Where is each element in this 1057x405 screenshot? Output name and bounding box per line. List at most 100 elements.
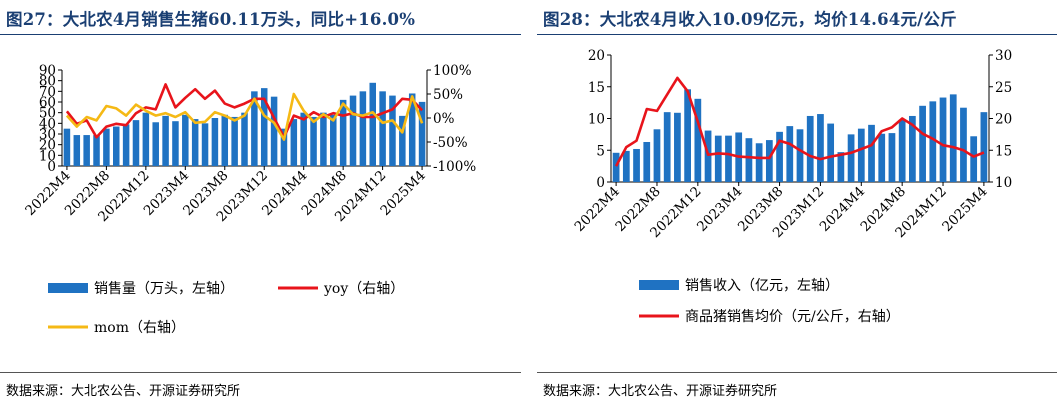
bar bbox=[359, 91, 367, 166]
figure-28-title: 图28：大北农4月收入10.09亿元，均价14.64元/公斤 bbox=[543, 10, 957, 29]
bar bbox=[300, 112, 307, 166]
right-tick-label: -50% bbox=[433, 135, 468, 151]
bar bbox=[909, 115, 916, 182]
bar bbox=[310, 116, 317, 166]
left-tick-label: 20 bbox=[588, 48, 605, 64]
bar bbox=[280, 128, 288, 166]
left-tick-label: 0 bbox=[596, 175, 605, 191]
bar bbox=[152, 122, 159, 166]
bar bbox=[369, 82, 376, 166]
bar bbox=[684, 89, 691, 182]
bar bbox=[389, 95, 396, 166]
bar bbox=[847, 134, 855, 182]
legend-swatch-bar bbox=[48, 283, 88, 293]
x-tick-label: 2025M4 bbox=[939, 184, 990, 235]
right-tick-label: 100% bbox=[433, 63, 472, 79]
figure-27-chart: 0102030405060708090-100%-50%0%50%100%202… bbox=[22, 63, 476, 336]
bar bbox=[898, 119, 906, 182]
series-line bbox=[65, 83, 424, 139]
right-tick-label: 10 bbox=[995, 175, 1012, 191]
left-tick-label: 0 bbox=[47, 159, 56, 175]
left-tick-label: 10 bbox=[39, 148, 56, 164]
bar bbox=[919, 105, 926, 182]
bar bbox=[211, 118, 219, 166]
bar bbox=[182, 114, 189, 166]
bar bbox=[878, 133, 886, 182]
bar bbox=[868, 124, 875, 182]
bar bbox=[980, 112, 988, 182]
bar bbox=[776, 131, 783, 182]
legend-label: mom（右轴） bbox=[94, 320, 185, 336]
figure-27-source: 数据来源：大北农公告、开源证券研究所 bbox=[6, 384, 241, 399]
legend-label: 销售量（万头，左轴） bbox=[94, 281, 234, 297]
legend-swatch-bar bbox=[639, 280, 679, 290]
bar bbox=[704, 130, 712, 182]
right-tick-label: 0% bbox=[433, 111, 455, 127]
bar bbox=[714, 135, 722, 182]
bar bbox=[83, 135, 90, 166]
bar bbox=[399, 115, 406, 166]
bar bbox=[663, 112, 671, 182]
bar bbox=[827, 123, 835, 182]
bar bbox=[745, 138, 753, 182]
left-tick-label: 20 bbox=[39, 138, 56, 154]
figure-27-title: 图27：大北农4月销售生猪60.11万头，同比+16.0% bbox=[6, 10, 416, 29]
left-tick-label: 10 bbox=[588, 112, 605, 128]
bar bbox=[379, 91, 386, 166]
bar bbox=[765, 140, 773, 182]
figure-28-panel: 图28：大北农4月收入10.09亿元，均价14.64元/公斤 0 5 10 15 20 1… bbox=[537, 0, 1057, 405]
bar bbox=[260, 88, 268, 166]
bar bbox=[796, 129, 804, 182]
left-tick-label: 50 bbox=[39, 106, 56, 122]
source-rule bbox=[537, 372, 1057, 373]
bar bbox=[949, 94, 957, 182]
bar bbox=[612, 152, 620, 182]
legend-label: 销售收入（亿元，左轴） bbox=[685, 278, 839, 294]
right-tick-label: 30 bbox=[995, 48, 1012, 64]
bar bbox=[694, 98, 702, 182]
bar bbox=[418, 101, 426, 166]
left-tick-label: 60 bbox=[39, 95, 56, 111]
right-tick-label: -100% bbox=[433, 159, 476, 175]
bar bbox=[929, 101, 937, 182]
bar bbox=[349, 95, 357, 166]
bar bbox=[122, 124, 130, 166]
figure-28-chart: 0510152010152025302022M42022M82022M12202… bbox=[571, 48, 1012, 325]
left-tick-label: 5 bbox=[596, 143, 605, 159]
bar bbox=[633, 148, 640, 182]
bar bbox=[241, 112, 248, 166]
bar bbox=[755, 143, 763, 182]
left-tick-label: 40 bbox=[39, 116, 56, 132]
title-rule bbox=[537, 34, 1057, 35]
right-tick-label: 15 bbox=[995, 143, 1012, 159]
bar bbox=[330, 114, 337, 166]
bar bbox=[162, 115, 169, 166]
left-tick-label: 70 bbox=[39, 84, 56, 100]
bar bbox=[320, 112, 327, 166]
figure-27-panel: 图27：大北农4月销售生猪60.11万头，同比+16.0% 0 10 20 30 40 5… bbox=[0, 0, 521, 405]
legend-label: 商品猪销售均价（元/公斤，右轴） bbox=[685, 309, 900, 325]
source-rule bbox=[0, 372, 521, 373]
bar bbox=[93, 135, 100, 166]
bar bbox=[857, 128, 865, 182]
bar bbox=[725, 135, 732, 182]
bar bbox=[191, 119, 199, 166]
bar bbox=[817, 114, 824, 182]
bar bbox=[786, 126, 794, 182]
bar bbox=[132, 120, 140, 166]
bar bbox=[339, 99, 347, 166]
bar bbox=[290, 119, 298, 166]
bar bbox=[231, 116, 238, 166]
legend-label: yoy（右轴） bbox=[323, 281, 404, 297]
bar bbox=[73, 135, 81, 166]
bar bbox=[653, 129, 661, 182]
bar bbox=[63, 128, 71, 166]
left-tick-label: 90 bbox=[39, 63, 56, 79]
bar bbox=[806, 115, 814, 182]
left-tick-label: 30 bbox=[39, 127, 56, 143]
bar bbox=[939, 97, 947, 182]
bar bbox=[113, 126, 120, 166]
bar bbox=[888, 133, 896, 182]
bar bbox=[643, 141, 651, 182]
right-tick-label: 20 bbox=[995, 112, 1012, 128]
